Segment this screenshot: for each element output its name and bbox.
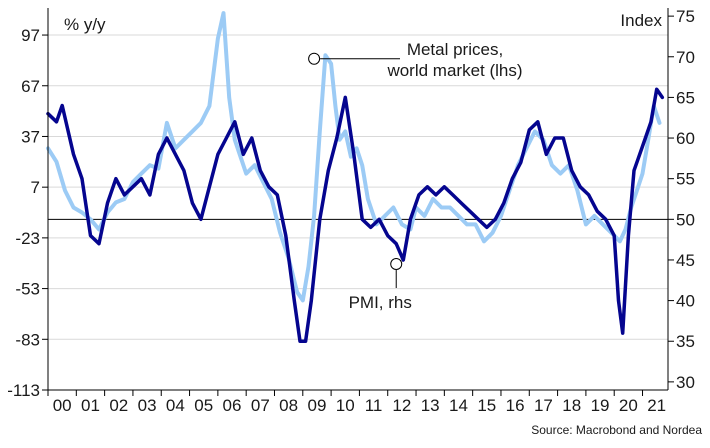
annotation-label-pmi-0: PMI, rhs <box>349 293 412 312</box>
right-axis-unit: Index <box>620 11 662 30</box>
x-tick-label-17: 17 <box>534 396 553 415</box>
right-tick-label-3: 60 <box>676 129 695 148</box>
left-tick-label-1: 67 <box>21 77 40 96</box>
x-tick-label-3: 03 <box>138 396 157 415</box>
left-tick-label-5: -53 <box>15 280 40 299</box>
right-tick-label-1: 70 <box>676 48 695 67</box>
annotation-label-metal-1: world market (lhs) <box>386 61 522 80</box>
left-tick-label-3: 7 <box>31 178 40 197</box>
right-tick-label-5: 50 <box>676 210 695 229</box>
left-tick-label-2: 37 <box>21 127 40 146</box>
right-tick-label-6: 45 <box>676 251 695 270</box>
right-tick-label-2: 65 <box>676 88 695 107</box>
right-tick-label-0: 75 <box>676 7 695 26</box>
x-tick-label-8: 08 <box>279 396 298 415</box>
left-axis-unit: % y/y <box>64 15 106 34</box>
x-tick-label-4: 04 <box>166 396 185 415</box>
x-tick-label-10: 10 <box>336 396 355 415</box>
series-lines <box>46 11 665 343</box>
x-axis-ticks: 00 01 02 03 04 05 06 07 08 09 10 11 12 13 14 15 16 17 18 19… <box>47 390 666 415</box>
x-tick-label-0: 00 <box>53 396 72 415</box>
x-tick-label-9: 09 <box>307 396 326 415</box>
left-tick-label-0: 97 <box>21 26 40 45</box>
x-tick-label-2: 02 <box>109 396 128 415</box>
x-tick-label-12: 12 <box>392 396 411 415</box>
right-tick-label-8: 35 <box>676 332 695 351</box>
x-tick-label-7: 07 <box>251 396 270 415</box>
x-tick-label-18: 18 <box>562 396 581 415</box>
x-tick-label-1: 01 <box>81 396 100 415</box>
x-tick-label-11: 11 <box>365 396 383 415</box>
series-line-pmi <box>46 87 665 343</box>
right-tick-label-9: 30 <box>676 373 695 392</box>
x-tick-label-16: 16 <box>506 396 525 415</box>
x-tick-label-6: 06 <box>223 396 242 415</box>
left-tick-label-6: -83 <box>15 330 40 349</box>
annotation-label-metal-0: Metal prices, <box>407 40 503 59</box>
x-tick-label-19: 19 <box>591 396 610 415</box>
annotation-marker-pmi <box>390 258 403 271</box>
x-tick-label-14: 14 <box>449 396 468 415</box>
annotations: Metal prices, world market (lhs) PMI, rhs <box>308 40 523 312</box>
left-tick-label-7: -113 <box>7 381 40 400</box>
x-tick-label-13: 13 <box>421 396 440 415</box>
axes <box>47 8 669 391</box>
x-tick-label-5: 05 <box>194 396 213 415</box>
x-tick-label-21: 21 <box>647 396 666 415</box>
annotation-marker-metal <box>308 52 321 65</box>
left-axis-ticks: 97 67 37 7 -23 -53 -83 -113 <box>7 26 48 400</box>
right-tick-label-4: 55 <box>676 170 695 189</box>
right-tick-label-7: 40 <box>676 292 695 311</box>
left-tick-label-4: -23 <box>15 229 40 248</box>
right-axis-ticks: 75 70 65 60 55 50 45 40 35 30 <box>668 7 695 392</box>
x-tick-label-20: 20 <box>619 396 638 415</box>
gridlines <box>48 34 668 391</box>
source-note: Source: Macrobond and Nordea <box>531 423 702 437</box>
x-tick-label-15: 15 <box>477 396 496 415</box>
